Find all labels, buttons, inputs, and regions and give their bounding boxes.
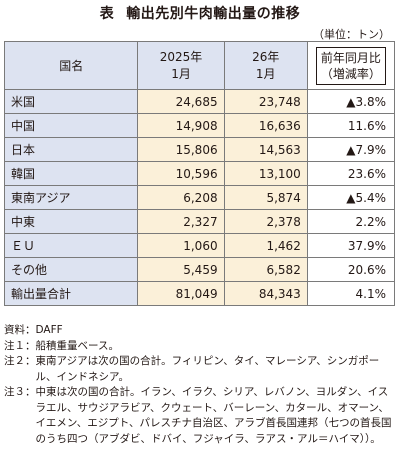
unit-note: （単位：トン） <box>313 28 390 41</box>
row-2026-value: 13,100 <box>223 161 308 186</box>
total-change: 4.1% <box>306 281 396 306</box>
row-country: 東南アジア <box>3 185 139 210</box>
row-country: 日本 <box>3 137 139 162</box>
total-2025-value: 81,049 <box>137 281 225 306</box>
note-2: 注２： 東南アジアは次の国の合計。フィリピン、タイ、マレーシア、シンガポール、イ… <box>4 354 396 385</box>
note-text: 中東は次の国の合計。イラン、イラク、シリア、レバノン、ヨルダン、イスラエル、サウ… <box>35 386 392 445</box>
row-country: 中東 <box>3 209 139 234</box>
row-2026-value: 2,378 <box>223 209 308 234</box>
row-country: 韓国 <box>3 161 139 186</box>
row-2025-value: 1,060 <box>137 233 225 258</box>
header-change-box: 前年同月比 （増減率） <box>315 46 386 85</box>
note-key: 注１： <box>4 339 36 352</box>
table-row: 中東 2,327 2,378 2.2% <box>3 209 396 234</box>
table-total-row: 輸出量合計 81,049 84,343 4.1% <box>3 281 396 306</box>
row-2025-value: 15,806 <box>137 137 225 162</box>
header-change-sub: （増減率） <box>320 66 381 81</box>
row-2026-value: 5,874 <box>223 185 308 210</box>
row-2025-value: 24,685 <box>137 89 225 114</box>
row-2025-value: 2,327 <box>137 209 225 234</box>
header-change-title: 前年同月比 <box>320 50 381 65</box>
note-source: 資料： DAFF <box>4 323 396 339</box>
header-2026: 26年 1月 <box>223 41 308 90</box>
title-text: 輸出先別牛肉輸出量の推移 <box>126 6 301 22</box>
title-label: 表 <box>99 6 115 22</box>
export-table: 国名 2025年 1月 26年 1月 前年同月比 （増減率） 米国 24,685… <box>3 41 396 306</box>
row-2026-value: 23,748 <box>223 89 308 114</box>
total-2026-value: 84,343 <box>223 281 308 306</box>
row-change: 37.9% <box>306 233 396 258</box>
notes-section: 資料： DAFF 注１： 船積重量ベース。 注２： 東南アジアは次の国の合計。フ… <box>4 323 396 447</box>
row-country: 中国 <box>3 113 139 138</box>
note-text: 船積重量ベース。 <box>35 339 119 352</box>
header-change: 前年同月比 （増減率） <box>306 41 396 90</box>
row-2025-value: 10,596 <box>137 161 225 186</box>
note-key: 注２： <box>4 355 36 367</box>
note-3: 注３： 中東は次の国の合計。イラン、イラク、シリア、レバノン、ヨルダン、イスラエ… <box>4 385 396 447</box>
row-2026-value: 6,582 <box>223 257 308 282</box>
table-header-row: 国名 2025年 1月 26年 1月 前年同月比 （増減率） <box>3 41 396 90</box>
row-change: 11.6% <box>306 113 396 138</box>
row-change: 20.6% <box>306 257 396 282</box>
note-1: 注１： 船積重量ベース。 <box>4 339 396 355</box>
header-2025: 2025年 1月 <box>137 41 225 90</box>
header-country: 国名 <box>3 41 139 90</box>
row-2026-value: 1,462 <box>223 233 308 258</box>
table-row: 中国 14,908 16,636 11.6% <box>3 113 396 138</box>
row-2025-value: 6,208 <box>137 185 225 210</box>
row-change: 23.6% <box>306 161 396 186</box>
header-2025-year: 2025年 <box>159 49 203 64</box>
header-2026-year: 26年 <box>252 49 280 64</box>
row-2026-value: 14,563 <box>223 137 308 162</box>
row-change: 2.2% <box>306 209 396 234</box>
row-2025-value: 5,459 <box>137 257 225 282</box>
note-text: 東南アジアは次の国の合計。フィリピン、タイ、マレーシア、シンガポール、インドネシ… <box>35 355 380 383</box>
row-change: ▲5.4% <box>306 185 396 210</box>
row-2025-value: 14,908 <box>137 113 225 138</box>
table-row: ＥＵ 1,060 1,462 37.9% <box>3 233 396 258</box>
row-country: その他 <box>3 257 139 282</box>
note-key: 資料： <box>4 324 36 336</box>
header-2025-month: 1月 <box>171 66 191 81</box>
row-country: 米国 <box>3 89 139 114</box>
row-country: ＥＵ <box>3 233 139 258</box>
row-2026-value: 16,636 <box>223 113 308 138</box>
table-row: 日本 15,806 14,563 ▲7.9% <box>3 137 396 162</box>
table-row: 東南アジア 6,208 5,874 ▲5.4% <box>3 185 396 210</box>
note-key: 注３： <box>4 386 36 398</box>
row-change: ▲3.8% <box>306 89 396 114</box>
total-label: 輸出量合計 <box>3 281 139 306</box>
header-2026-month: 1月 <box>255 66 276 81</box>
table-row: その他 5,459 6,582 20.6% <box>3 257 396 282</box>
page-title: 表輸出先別牛肉輸出量の推移 <box>0 3 400 23</box>
table-row: 韓国 10,596 13,100 23.6% <box>3 161 396 186</box>
row-change: ▲7.9% <box>306 137 396 162</box>
table-row: 米国 24,685 23,748 ▲3.8% <box>3 89 396 114</box>
note-text: DAFF <box>35 324 63 336</box>
